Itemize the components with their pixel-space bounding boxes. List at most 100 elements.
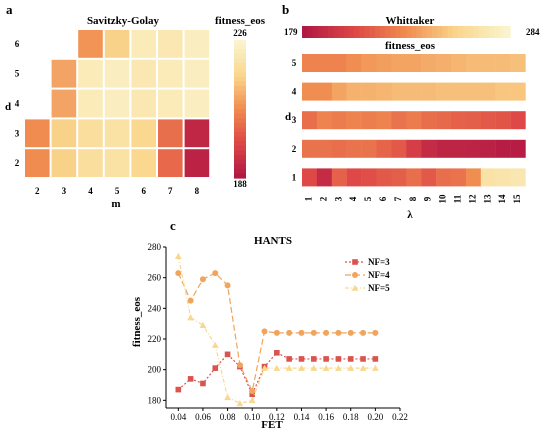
heatmap-cell-a: [78, 89, 103, 118]
data-point-1: [249, 391, 256, 397]
heatmap-cell-b: [361, 111, 377, 130]
heatmap-cell-b: [480, 54, 496, 72]
data-point-3: [248, 396, 256, 404]
y-tick-label-c: 200: [148, 365, 162, 375]
heatmap-cell-a: [104, 119, 130, 148]
colorbar-swatch-b: [390, 26, 397, 38]
chart-title-b: Whittaker: [386, 15, 435, 27]
data-point-2: [323, 329, 330, 336]
heatmap-cell-a: [104, 30, 130, 58]
colorbar-swatch-b: [432, 26, 438, 38]
colorbar-swatch-b: [385, 26, 391, 38]
colorbar-b: [302, 26, 511, 38]
legend-label-2: NF=4: [368, 270, 390, 280]
data-point-2: [175, 270, 182, 277]
x-tick-label-b: 11: [453, 194, 463, 203]
colorbar-swatch-a: [234, 164, 246, 170]
colorbar-swatch-b: [338, 26, 345, 38]
heatmap-cell-b: [451, 54, 467, 72]
colorbar-swatch-b: [348, 26, 355, 38]
series-line-1: [177, 352, 376, 396]
heatmap-cell-b: [376, 54, 392, 72]
colorbar-swatch-a: [234, 155, 246, 161]
colorbar-swatch-a: [234, 95, 246, 101]
x-axis-label-b: λ: [407, 209, 413, 221]
heatmap-cell-b: [451, 168, 467, 187]
y-tick-label-a: 6: [15, 39, 20, 49]
colorbar-swatch-b: [400, 26, 407, 38]
heatmap-cell-b: [465, 54, 481, 72]
y-axis-label-a: d: [5, 101, 11, 113]
heatmap-cell-a: [78, 149, 103, 177]
heatmap-cell-a: [78, 30, 103, 58]
data-point-1: [347, 356, 354, 362]
data-point-3: [261, 364, 268, 371]
heatmap-cell-b: [436, 168, 452, 187]
data-point-3: [174, 252, 182, 259]
heatmap-cell-b: [302, 111, 318, 130]
x-tick-label-a: 6: [141, 186, 146, 196]
heatmap-cell-b: [331, 139, 347, 158]
x-tick-label-c: 0.10: [244, 412, 260, 422]
colorbar-swatch-a: [234, 104, 246, 110]
panel-letter-a: a: [6, 2, 13, 17]
heatmap-cell-b: [376, 111, 392, 130]
colorbar-swatch-a: [234, 81, 246, 87]
colorbar-swatch-a: [234, 132, 246, 138]
heatmap-cell-a: [51, 59, 77, 88]
colorbar-swatch-a: [234, 53, 246, 59]
colorbar-swatch-b: [343, 26, 350, 38]
colorbar-swatch-a: [234, 90, 246, 96]
heatmap-cell-b: [436, 54, 452, 72]
data-point-3: [322, 364, 330, 371]
heatmap-cell-b: [406, 111, 422, 130]
heatmap-cell-b: [480, 111, 496, 130]
y-tick-label-b: 1: [292, 172, 297, 182]
colorbar-swatch-a: [234, 49, 246, 55]
data-point-2: [335, 329, 342, 336]
colorbar-swatch-a: [234, 168, 246, 174]
x-tick-label-a: 3: [62, 186, 67, 196]
data-point-3: [211, 341, 219, 348]
y-tick-label-c: 220: [148, 334, 162, 344]
data-point-1: [200, 380, 206, 387]
panel-letter-c: c: [170, 218, 176, 233]
colorbar-swatch-a: [234, 122, 246, 128]
colorbar-swatch-b: [484, 26, 490, 38]
heatmap-cell-a: [25, 149, 50, 177]
x-tick-label-c: 0.06: [195, 412, 211, 422]
heatmap-cell-b: [421, 82, 437, 101]
colorbar-max-label-b: 284: [526, 27, 540, 37]
heatmap-cell-b: [302, 54, 318, 72]
colorbar-swatch-b: [312, 26, 319, 38]
heatmap-cell-b: [376, 139, 392, 158]
data-point-2: [249, 388, 256, 395]
heatmap-cell-b: [302, 139, 318, 158]
data-point-2: [187, 297, 194, 304]
colorbar-swatch-a: [234, 141, 246, 147]
heatmap-cell-b: [480, 82, 496, 101]
legend-marker-2: [352, 272, 358, 278]
colorbar-max-label-a: 226: [233, 28, 247, 38]
heatmap-cell-b: [346, 82, 362, 101]
data-point-1: [298, 356, 305, 362]
colorbar-swatch-b: [504, 26, 511, 38]
y-tick-label-b: 5: [292, 58, 297, 68]
data-point-3: [236, 400, 244, 407]
heatmap-cell-b: [465, 111, 481, 130]
data-point-3: [298, 364, 305, 371]
heatmap-cell-a: [131, 119, 156, 148]
colorbar-swatch-a: [234, 109, 246, 115]
heatmap-cell-a: [184, 149, 210, 177]
x-tick-label-a: 5: [115, 186, 120, 196]
heatmap-cell-a: [184, 89, 210, 118]
heatmap-cell-b: [331, 111, 347, 130]
heatmap-cell-b: [391, 139, 407, 158]
heatmap-cell-b: [316, 139, 332, 158]
heatmap-cell-b: [465, 139, 481, 158]
x-tick-label-c: 0.16: [318, 412, 334, 422]
heatmap-cell-b: [331, 54, 347, 72]
heatmap-cell-b: [346, 168, 362, 187]
heatmap-cell-b: [331, 168, 347, 187]
colorbar-swatch-b: [359, 26, 365, 38]
